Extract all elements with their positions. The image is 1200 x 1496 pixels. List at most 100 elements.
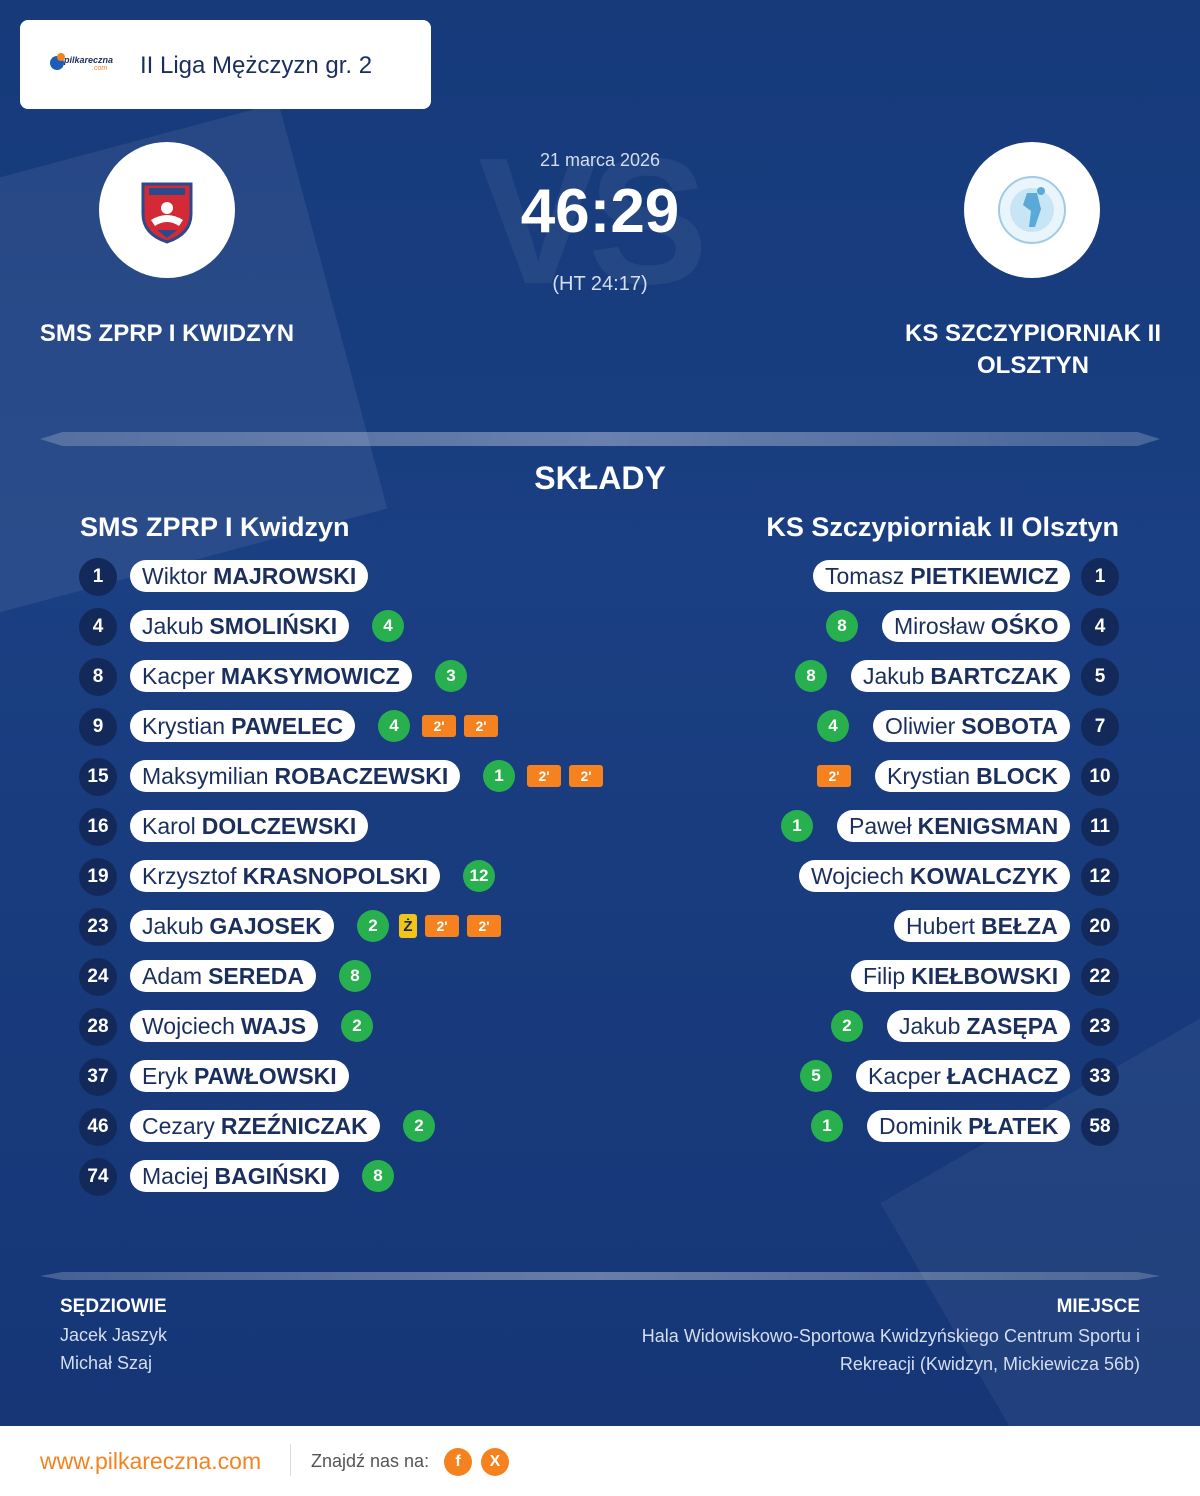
footer-separator [290, 1444, 291, 1476]
divider [40, 432, 1160, 446]
player-number: 74 [79, 1158, 117, 1196]
player-last-name: SEREDA [208, 962, 304, 989]
find-us-label: Znajdź nas na: [311, 1451, 430, 1471]
player-last-name: GAJOSEK [209, 912, 322, 939]
player-number: 22 [1081, 958, 1119, 996]
player-row: 58 Dominik PŁATEK 1 [600, 1108, 1200, 1146]
player-name: Jakub GAJOSEK [130, 910, 334, 942]
player-number: 1 [79, 558, 117, 596]
goals-badge: 2 [341, 1010, 373, 1042]
player-last-name: BEŁZA [981, 912, 1058, 939]
player-number: 23 [1081, 1008, 1119, 1046]
x-icon[interactable]: X [481, 1448, 509, 1476]
player-first-name: Krystian [142, 712, 226, 739]
player-number: 28 [79, 1008, 117, 1046]
goals-badge: 4 [378, 710, 410, 742]
player-row: 19 Krzysztof KRASNOPOLSKI 12 [0, 858, 600, 896]
player-row: 4 Mirosław OŚKO 8 [600, 608, 1200, 646]
player-name: Dominik PŁATEK [867, 1110, 1071, 1142]
player-first-name: Wojciech [811, 862, 904, 889]
player-row: 23 Jakub GAJOSEK 2 Ż 2' 2' [0, 908, 600, 946]
away-team-name-line2: OLSZTYN [977, 352, 1089, 379]
goals-badge: 1 [781, 810, 813, 842]
player-name: Kacper ŁACHACZ [856, 1060, 1071, 1092]
goals-badge: 8 [339, 960, 371, 992]
player-name: Krystian BLOCK [875, 760, 1070, 792]
player-name: Filip KIEŁBOWSKI [851, 960, 1071, 992]
player-row: 24 Adam SEREDA 8 [0, 958, 600, 996]
player-number: 12 [1081, 858, 1119, 896]
player-first-name: Wojciech [142, 1012, 235, 1039]
goals-badge: 8 [826, 610, 858, 642]
league-header [20, 20, 431, 109]
player-row: 1 Tomasz PIETKIEWICZ [600, 558, 1200, 596]
player-number: 8 [79, 658, 117, 696]
player-name: Eryk PAWŁOWSKI [130, 1060, 349, 1092]
player-first-name: Jakub [863, 662, 925, 689]
player-first-name: Jakub [142, 612, 204, 639]
player-name: Jakub SMOLIŃSKI [130, 610, 350, 642]
goals-badge: 2 [403, 1110, 435, 1142]
logo-text: pilkareczna [64, 55, 114, 65]
player-first-name: Cezary [142, 1112, 215, 1139]
player-last-name: MAJROWSKI [213, 562, 357, 589]
player-name: Cezary RZEŹNICZAK [130, 1110, 380, 1142]
player-row: 1 Wiktor MAJROWSKI [0, 558, 600, 596]
venue-title: MIEJSCE [1056, 1296, 1140, 1317]
match-date: 21 marca 2026 [539, 150, 661, 170]
home-crest-icon [141, 182, 193, 244]
player-row: 11 Paweł KENIGSMAN 1 [600, 808, 1200, 846]
player-row: 46 Cezary RZEŹNICZAK 2 [0, 1108, 600, 1146]
goals-badge: 4 [372, 610, 404, 642]
player-row: 28 Wojciech WAJS 2 [0, 1008, 600, 1046]
player-first-name: Kacper [142, 662, 215, 689]
section-title: SKŁADY [534, 460, 666, 496]
referee-name: Jacek Jaszyk [60, 1325, 168, 1345]
goals-badge: 8 [362, 1160, 394, 1192]
player-last-name: PAWŁOWSKI [194, 1062, 337, 1089]
player-number: 4 [79, 608, 117, 646]
suspension-badge: 2' [467, 915, 501, 937]
player-row: 16 Karol DOLCZEWSKI [0, 808, 600, 846]
halftime-score: (HT 24:17) [552, 273, 648, 295]
goals-badge: 3 [435, 660, 467, 692]
player-row: 23 Jakub ZASĘPA 2 [600, 1008, 1200, 1046]
player-number: 19 [79, 858, 117, 896]
player-name: Maciej BAGIŃSKI [130, 1160, 339, 1192]
player-name: Adam SEREDA [130, 960, 316, 992]
facebook-icon[interactable]: f [444, 1448, 472, 1476]
player-first-name: Paweł [849, 812, 912, 839]
player-name: Kacper MAKSYMOWICZ [130, 660, 412, 692]
away-team-logo [964, 142, 1100, 278]
goals-badge: 1 [483, 760, 515, 792]
home-team-name: SMS ZPRP I KWIDZYN [39, 320, 295, 347]
player-last-name: SOBOTA [961, 712, 1058, 739]
player-last-name: RZEŹNICZAK [220, 1112, 368, 1139]
player-last-name: KOWALCZYK [909, 862, 1059, 889]
player-row: 8 Kacper MAKSYMOWICZ 3 [0, 658, 600, 696]
website-link[interactable]: www.pilkareczna.com [40, 1448, 262, 1474]
player-last-name: ŁACHACZ [946, 1062, 1059, 1089]
footer: www.pilkareczna.com Znajdź nas na: f X [0, 1426, 1200, 1496]
divider [40, 1272, 1160, 1280]
player-row: 5 Jakub BARTCZAK 8 [600, 658, 1200, 696]
player-number: 1 [1081, 558, 1119, 596]
player-number: 24 [79, 958, 117, 996]
player-name: Jakub ZASĘPA [887, 1010, 1070, 1042]
logo-sub: .com [92, 65, 108, 72]
home-lineup-title: SMS ZPRP I Kwidzyn [80, 512, 350, 542]
player-first-name: Karol [142, 812, 196, 839]
suspension-badge: 2' [569, 765, 603, 787]
player-last-name: KENIGSMAN [917, 812, 1059, 839]
player-row: 7 Oliwier SOBOTA 4 [600, 708, 1200, 746]
player-row: 22 Filip KIEŁBOWSKI [600, 958, 1200, 996]
player-number: 9 [79, 708, 117, 746]
vs-watermark: VS [478, 121, 708, 322]
player-last-name: ZASĘPA [966, 1012, 1058, 1039]
player-name: Mirosław OŚKO [882, 610, 1071, 642]
venue-text: Hala Widowiskowo-Sportowa Kwidzyńskiego … [641, 1326, 1140, 1374]
referee-name: Michał Szaj [60, 1353, 153, 1373]
player-name: Jakub BARTCZAK [851, 660, 1071, 692]
player-last-name: BLOCK [976, 762, 1058, 789]
pilkareczna-logo[interactable]: pilkareczna .com [50, 53, 120, 76]
